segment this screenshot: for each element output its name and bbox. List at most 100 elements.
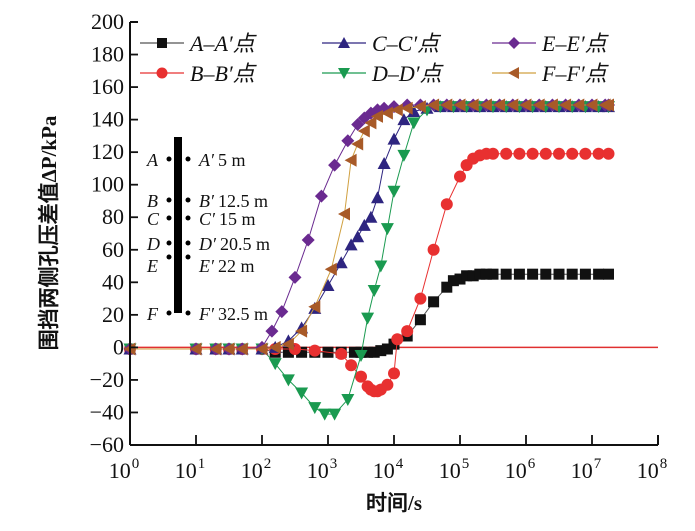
y-tick-label: 60 bbox=[102, 237, 124, 262]
legend-item: C–C′点 bbox=[322, 31, 442, 56]
data-point bbox=[513, 268, 525, 280]
sensor-left-dot bbox=[166, 156, 172, 162]
y-tick-label: 160 bbox=[91, 74, 124, 99]
data-point bbox=[532, 98, 545, 112]
data-point bbox=[539, 147, 552, 160]
data-point bbox=[355, 370, 367, 383]
data-point bbox=[585, 98, 598, 112]
data-point bbox=[281, 374, 295, 387]
data-point bbox=[592, 147, 605, 160]
legend-label: C–C′点 bbox=[372, 31, 442, 56]
y-tick-label: 180 bbox=[91, 42, 124, 67]
data-point bbox=[380, 223, 394, 236]
y-tick-label: 120 bbox=[91, 139, 124, 164]
data-point bbox=[559, 98, 572, 112]
data-point bbox=[334, 256, 348, 269]
data-point bbox=[480, 268, 492, 280]
sensor-left-label: C bbox=[147, 209, 160, 229]
data-point bbox=[602, 147, 615, 160]
data-point bbox=[381, 378, 394, 391]
data-point bbox=[414, 314, 426, 326]
data-point bbox=[281, 337, 294, 351]
data-point bbox=[513, 147, 526, 160]
y-tick-label: 20 bbox=[102, 302, 124, 327]
sensor-left-dot bbox=[166, 254, 172, 260]
data-point bbox=[553, 268, 565, 280]
legend-marker bbox=[156, 67, 168, 79]
x-tick-label: 102 bbox=[241, 456, 272, 483]
data-point bbox=[427, 98, 440, 112]
data-point bbox=[345, 359, 358, 372]
series-f bbox=[123, 98, 614, 356]
y-tick-label: 140 bbox=[91, 107, 124, 132]
y-tick-label: 40 bbox=[102, 269, 124, 294]
x-tick-label: 104 bbox=[373, 456, 404, 483]
data-point bbox=[375, 345, 387, 357]
x-tick-label: 100 bbox=[109, 456, 140, 483]
data-point bbox=[387, 132, 401, 145]
data-point bbox=[572, 98, 585, 112]
data-point bbox=[328, 408, 342, 421]
data-point bbox=[603, 268, 614, 280]
legend-label: B–B′点 bbox=[190, 61, 258, 86]
data-point bbox=[335, 347, 348, 360]
sensor-right-label: E′ 22 m bbox=[198, 256, 254, 276]
legend-item: D–D′点 bbox=[322, 61, 445, 86]
data-point bbox=[295, 387, 309, 400]
data-point bbox=[553, 147, 565, 160]
data-point bbox=[387, 185, 401, 198]
legend-item: F–F′点 bbox=[492, 61, 610, 86]
y-tick-label: 200 bbox=[91, 9, 124, 34]
data-point bbox=[354, 350, 368, 363]
data-point bbox=[397, 149, 411, 162]
data-point bbox=[357, 124, 370, 138]
data-point bbox=[357, 218, 371, 231]
data-point bbox=[579, 147, 592, 160]
data-point bbox=[388, 367, 400, 380]
data-point bbox=[338, 207, 350, 221]
sensor-left-label: A bbox=[146, 150, 159, 170]
data-point bbox=[441, 281, 453, 293]
data-point bbox=[407, 104, 421, 117]
data-point bbox=[189, 342, 202, 356]
data-point bbox=[374, 260, 388, 273]
data-point bbox=[467, 270, 479, 282]
data-point bbox=[255, 342, 268, 356]
data-point bbox=[454, 170, 466, 183]
data-point bbox=[527, 268, 539, 280]
sensor-right-dot bbox=[185, 240, 191, 246]
data-point bbox=[295, 324, 308, 338]
data-point bbox=[282, 346, 294, 358]
data-point bbox=[519, 98, 532, 112]
data-point bbox=[368, 346, 380, 358]
data-point bbox=[474, 268, 486, 280]
data-point bbox=[268, 358, 282, 371]
data-point bbox=[440, 98, 453, 112]
sensor-right-label: B′ 12.5 m bbox=[199, 191, 268, 211]
data-point bbox=[453, 98, 466, 112]
data-point bbox=[324, 262, 337, 276]
data-point bbox=[265, 324, 279, 338]
legend-label: F–F′点 bbox=[541, 61, 610, 86]
sensor-left-dot bbox=[166, 197, 172, 203]
sensor-right-dot bbox=[185, 156, 191, 162]
data-point bbox=[447, 275, 459, 287]
data-point bbox=[344, 238, 358, 251]
y-tick-label: 0 bbox=[113, 334, 124, 359]
sensor-left-label: D bbox=[146, 234, 160, 254]
legend-marker bbox=[338, 37, 350, 48]
data-point bbox=[566, 268, 578, 280]
legend-label: A–A′点 bbox=[188, 31, 258, 56]
data-point bbox=[371, 191, 384, 204]
y-tick-label: −40 bbox=[90, 399, 124, 424]
data-point bbox=[288, 270, 302, 284]
data-point bbox=[593, 268, 605, 280]
data-point bbox=[341, 134, 355, 148]
retaining-wall bbox=[174, 137, 182, 313]
data-point bbox=[400, 101, 413, 115]
sensor-left-label: B bbox=[147, 191, 158, 211]
sensor-right-label: F′ 32.5 m bbox=[198, 304, 268, 324]
sensor-right-dot bbox=[185, 197, 191, 203]
data-point bbox=[479, 98, 492, 112]
data-point bbox=[428, 296, 440, 308]
